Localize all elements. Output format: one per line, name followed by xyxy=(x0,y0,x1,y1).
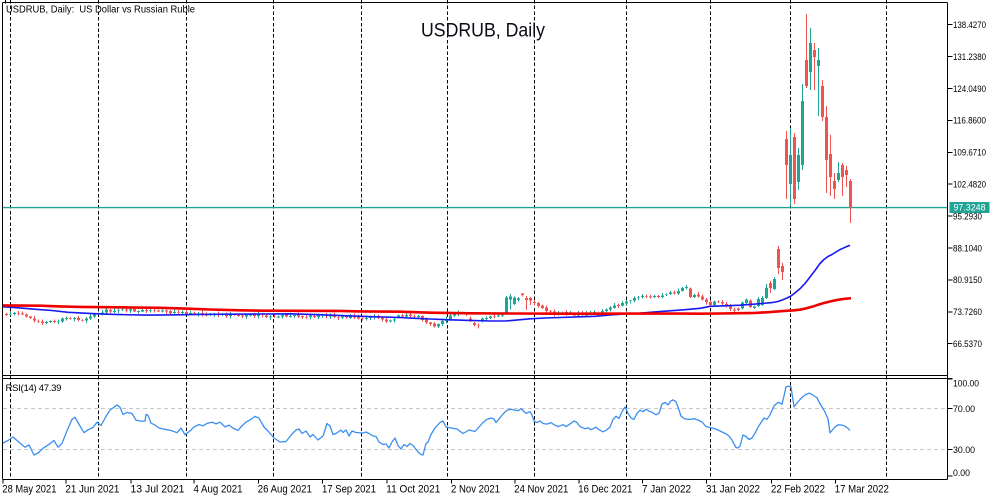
svg-text:USDRUB, Daily: USDRUB, Daily xyxy=(421,21,545,42)
svg-text:17 Mar 2022: 17 Mar 2022 xyxy=(835,484,889,496)
svg-text:4 Aug 2021: 4 Aug 2021 xyxy=(194,484,243,496)
svg-text:26 Aug 2021: 26 Aug 2021 xyxy=(258,484,312,496)
svg-text:95.2930: 95.2930 xyxy=(953,211,982,221)
svg-text:138.4270: 138.4270 xyxy=(953,20,986,30)
svg-text:USDRUB, Daily: US Dollar vs R: USDRUB, Daily: US Dollar vs Russian Rubl… xyxy=(6,4,195,15)
svg-text:17 Sep 2021: 17 Sep 2021 xyxy=(322,484,376,496)
svg-text:131.2380: 131.2380 xyxy=(953,52,986,62)
svg-text:97.3248: 97.3248 xyxy=(954,203,986,213)
svg-text:73.7260: 73.7260 xyxy=(953,307,982,317)
svg-text:116.8600: 116.8600 xyxy=(953,116,986,126)
svg-text:21 Jun 2021: 21 Jun 2021 xyxy=(65,484,119,496)
svg-text:31 Jan 2022: 31 Jan 2022 xyxy=(706,484,760,496)
svg-text:70.00: 70.00 xyxy=(953,404,975,414)
svg-text:0.00: 0.00 xyxy=(953,468,970,478)
svg-text:7 Jan 2022: 7 Jan 2022 xyxy=(642,484,691,496)
svg-text:16 Dec 2021: 16 Dec 2021 xyxy=(578,484,632,496)
svg-text:88.1040: 88.1040 xyxy=(953,243,982,253)
svg-text:22 Feb 2022: 22 Feb 2022 xyxy=(771,484,825,496)
svg-text:13 Jul 2021: 13 Jul 2021 xyxy=(131,484,185,496)
svg-text:100.00: 100.00 xyxy=(953,378,979,388)
svg-text:124.0490: 124.0490 xyxy=(953,84,986,94)
svg-text:30.00: 30.00 xyxy=(953,445,975,455)
svg-text:109.6710: 109.6710 xyxy=(953,148,986,158)
svg-text:2 Nov 2021: 2 Nov 2021 xyxy=(451,484,500,496)
svg-text:80.9150: 80.9150 xyxy=(953,275,982,285)
svg-text:RSI(14) 47.39: RSI(14) 47.39 xyxy=(6,383,62,394)
svg-text:11 Oct 2021: 11 Oct 2021 xyxy=(386,484,440,496)
svg-text:102.4820: 102.4820 xyxy=(953,180,986,190)
svg-text:24 Nov 2021: 24 Nov 2021 xyxy=(514,484,568,496)
svg-text:28 May 2021: 28 May 2021 xyxy=(2,484,56,496)
svg-text:66.5370: 66.5370 xyxy=(953,339,982,349)
